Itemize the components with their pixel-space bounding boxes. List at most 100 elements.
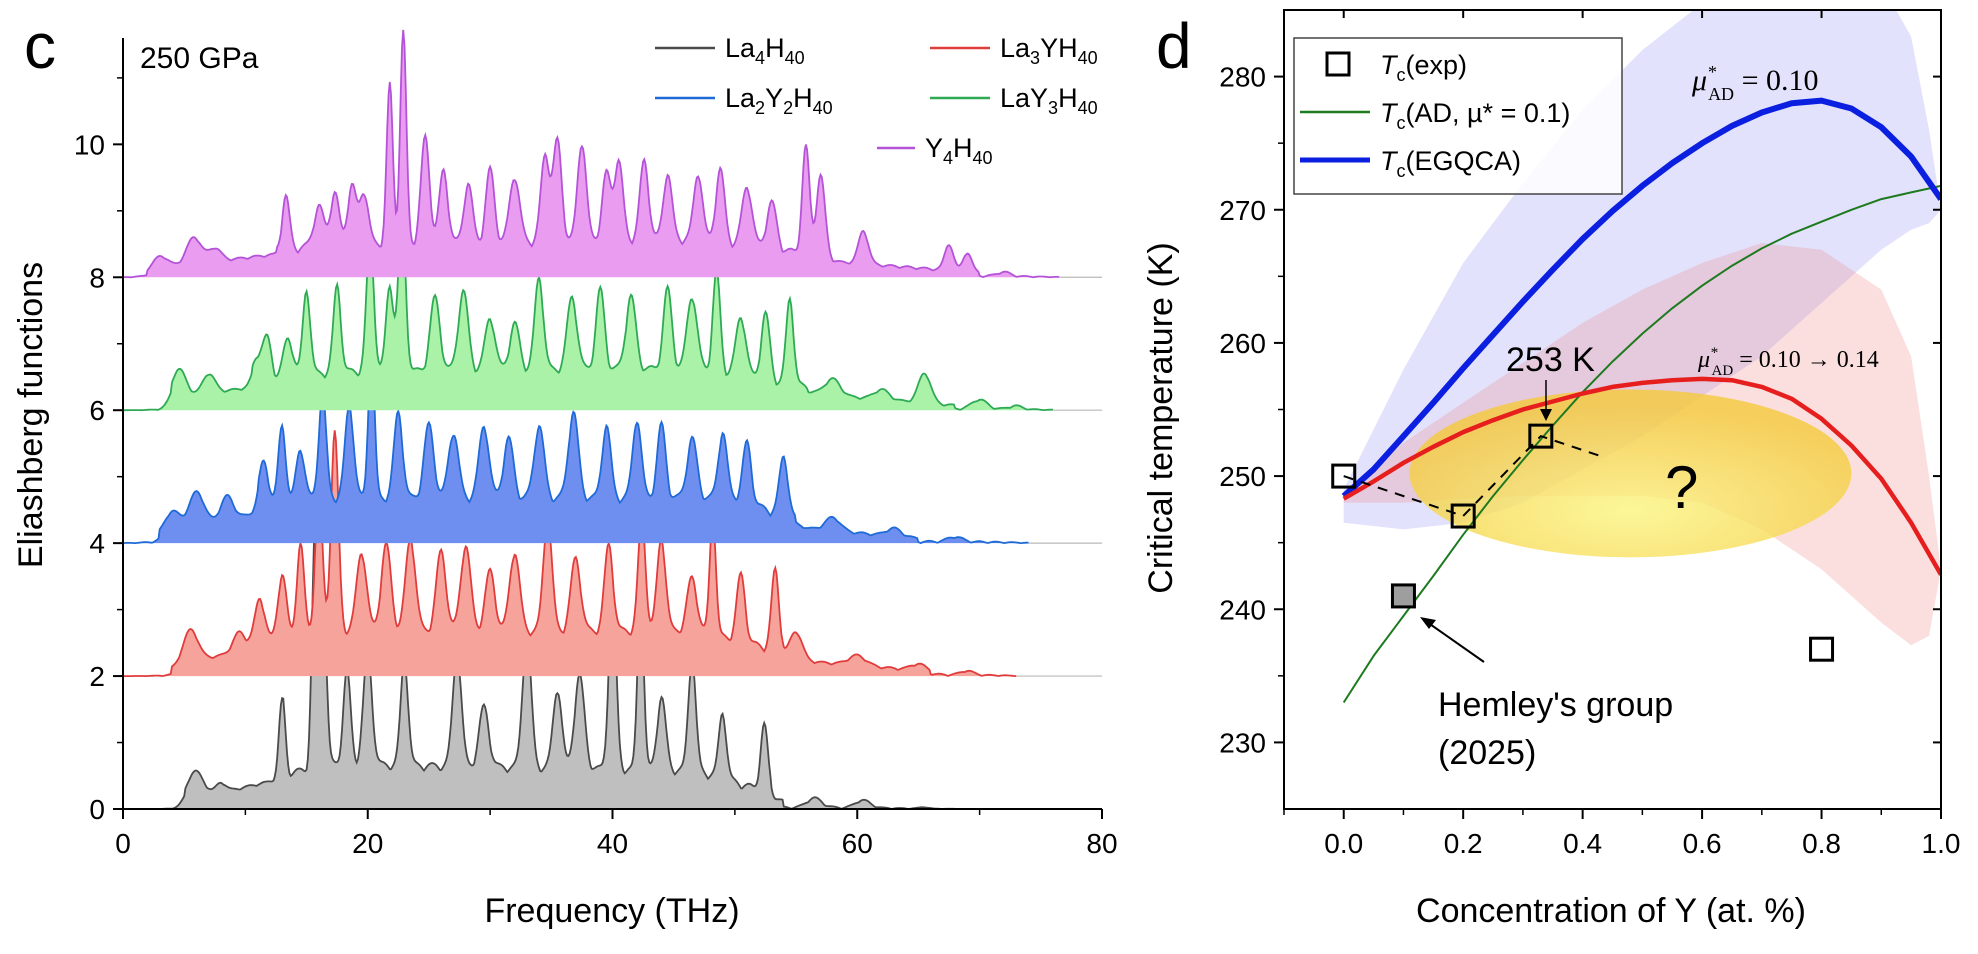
text-span: = 0.10 → 0.14 xyxy=(1733,347,1879,373)
y-tick-label: 4 xyxy=(89,528,105,559)
y-tick-label: 270 xyxy=(1219,195,1266,226)
x-tick-label: 0.6 xyxy=(1683,828,1722,859)
panel-c-axes: 0 20 40 60 80 0 2 4 6 8 10 xyxy=(74,38,1118,859)
text-span: c xyxy=(1397,161,1406,181)
text-span: 2 xyxy=(755,98,765,118)
text-span: 40 xyxy=(1078,98,1098,118)
text-span: c xyxy=(1397,113,1406,133)
x-tick-label: 60 xyxy=(842,828,873,859)
text-span: La xyxy=(725,33,756,63)
text-span: La xyxy=(1000,33,1031,63)
tc-exp-data-point xyxy=(1450,503,1476,529)
x-tick-label: 0.2 xyxy=(1444,828,1483,859)
eliashberg-series-group xyxy=(123,29,1102,810)
area-line-La3YH40 xyxy=(123,430,1017,678)
x-axis-label-frequency: Frequency (THz) xyxy=(484,892,739,930)
x-tick-label: 40 xyxy=(597,828,628,859)
series-line-Tc(AD, µ* = 0.1) xyxy=(1342,184,1941,704)
area-fill-La2Y2H40 xyxy=(123,347,1029,544)
y-tick-label: 0 xyxy=(89,794,105,825)
text-span: 40 xyxy=(973,148,993,168)
legend-label: Tc(exp) xyxy=(1380,50,1467,85)
tc-exp-data-point xyxy=(1331,463,1357,489)
hemley-arrow-shaft xyxy=(1426,621,1485,663)
y-tick-label: 230 xyxy=(1219,727,1266,758)
text-span: 40 xyxy=(785,48,805,68)
text-span: H xyxy=(765,33,785,63)
x-tick-label: 0.0 xyxy=(1324,828,1363,859)
text-span: * xyxy=(1710,345,1718,361)
legend-label-La3YH40: La3YH40 xyxy=(1000,33,1098,68)
hemley-data-point xyxy=(1390,583,1416,609)
y-axis-label-eliashberg: Eliashberg functions xyxy=(12,262,50,568)
text-span: 2 xyxy=(783,98,793,118)
y-tick-label: 240 xyxy=(1219,594,1266,625)
x-tick-label: 0.4 xyxy=(1563,828,1602,859)
hemley-arrow-head xyxy=(1420,617,1436,629)
mu-annotation-bottom: μ* AD = 0.10 → 0.14 xyxy=(1697,345,1879,379)
text-span: = 0.10 xyxy=(1734,64,1818,97)
pressure-annotation: 250 GPa xyxy=(140,42,259,75)
series-line-Tc(EGQCA) xyxy=(1341,97,1941,499)
y-tick-label: 260 xyxy=(1219,328,1266,359)
area-line-La2Y2H40 xyxy=(123,346,1029,545)
hemley-label-line2: (2025) xyxy=(1438,734,1536,772)
y-tick-label: 2 xyxy=(89,661,105,692)
hemley-label-line1: Hemley's group xyxy=(1438,686,1673,724)
text-span: 4 xyxy=(755,48,765,68)
area-line-LaY3H40 xyxy=(123,215,1053,412)
legend-marker-square xyxy=(1325,51,1351,77)
x-tick-label: 0 xyxy=(115,828,131,859)
text-span: H xyxy=(1058,83,1078,113)
x-tick-label: 20 xyxy=(352,828,383,859)
legend-label: Tc(EGQCA) xyxy=(1380,146,1521,181)
dashed-trend-line xyxy=(1343,434,1601,518)
text-span: 4 xyxy=(943,148,953,168)
text-span: μ xyxy=(1697,347,1710,373)
mu-annotation-top: μ* AD = 0.10 xyxy=(1691,62,1818,104)
panel-label-d: d xyxy=(1156,10,1192,82)
text-span: Y xyxy=(925,133,943,163)
text-span: 40 xyxy=(813,98,833,118)
x-tick-label: 0.8 xyxy=(1802,828,1841,859)
text-span: YH xyxy=(1040,33,1078,63)
panel-d-legend: Tc(exp)Tc(AD, µ* = 0.1)Tc(EGQCA) xyxy=(1293,37,1623,195)
annotation-253k: 253 K xyxy=(1506,341,1595,379)
panel-d-critical-temperature-chart: d 0.0 0.2 0.4 0.6 0.8 1.0 230 240 250 260 270 280 T… xyxy=(1142,9,1961,930)
legend-label-La4H40: La4H40 xyxy=(725,33,805,68)
series-line-Tc(EGQCA), µ* 0.10→0.14 xyxy=(1342,376,1941,576)
y-tick-label: 250 xyxy=(1219,461,1266,492)
area-fill-Y4H40 xyxy=(123,29,1060,278)
uncertainty-band-blue-band xyxy=(1343,10,1941,530)
text-span: La xyxy=(725,83,756,113)
legend-label: Tc(AD, µ* = 0.1) xyxy=(1380,98,1570,133)
y-tick-label: 10 xyxy=(74,129,105,160)
text-span: 3 xyxy=(1030,48,1040,68)
text-span: 3 xyxy=(1048,98,1058,118)
x-axis-label-concentration: Concentration of Y (at. %) xyxy=(1416,892,1806,930)
arrow-253k-head xyxy=(1540,409,1552,421)
question-region-ellipse xyxy=(1409,389,1852,558)
tc-exp-data-point xyxy=(1809,636,1835,662)
text-span: (EGQCA) xyxy=(1406,146,1522,176)
x-tick-label: 1.0 xyxy=(1922,828,1961,859)
y-tick-label: 6 xyxy=(89,395,105,426)
y-tick-label: 8 xyxy=(89,262,105,293)
tc-exp-data-point xyxy=(1528,423,1554,449)
text-span: * xyxy=(1707,62,1716,82)
text-span: (exp) xyxy=(1406,50,1468,80)
text-span: 40 xyxy=(1078,48,1098,68)
text-span: H xyxy=(953,133,973,163)
text-span: H xyxy=(793,83,813,113)
y-axis-label-critical-temperature: Critical temperature (K) xyxy=(1142,242,1180,593)
x-tick-label: 80 xyxy=(1086,828,1117,859)
legend-label-La2Y2H40: La2Y2H40 xyxy=(725,83,833,118)
panel-d-plot-area xyxy=(1331,10,1941,704)
text-span: T xyxy=(1380,146,1399,176)
text-span: LaY xyxy=(1000,83,1048,113)
text-span: (AD, µ* = 0.1) xyxy=(1406,98,1571,128)
panel-label-c: c xyxy=(24,10,56,82)
